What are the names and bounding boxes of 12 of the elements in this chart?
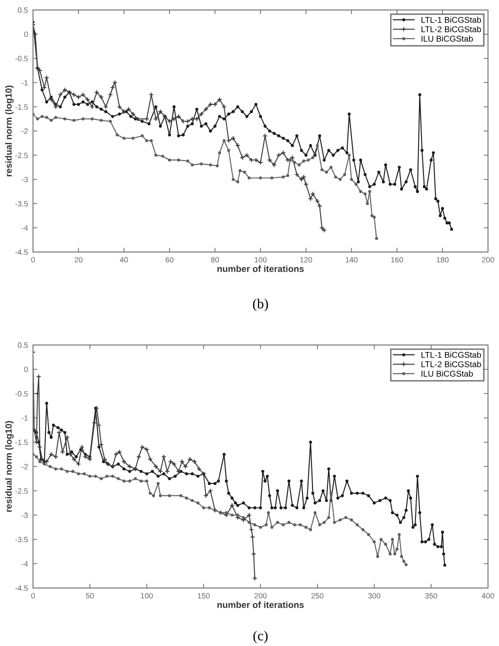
legend-label: ILU BiCGStab [422,370,473,377]
text: (b) [253,298,268,312]
legend-label: LTL-1 BiCGStab [421,352,481,358]
y-axis-title: residual norm (log10) [5,86,14,176]
legend-label: LTL-1 BiCGStab [421,16,481,23]
legend-label: LTL-2 BiCGStab [421,26,481,32]
x-axis-title: number of iterations [217,265,304,272]
x-axis-title: number of iterations [217,601,304,608]
text: (c) [253,630,268,644]
legend-label: ILU BiCGStab [422,36,473,42]
y-axis-title: residual norm (log10) [5,421,14,512]
legend-label: LTL-2 BiCGStab [421,361,481,368]
